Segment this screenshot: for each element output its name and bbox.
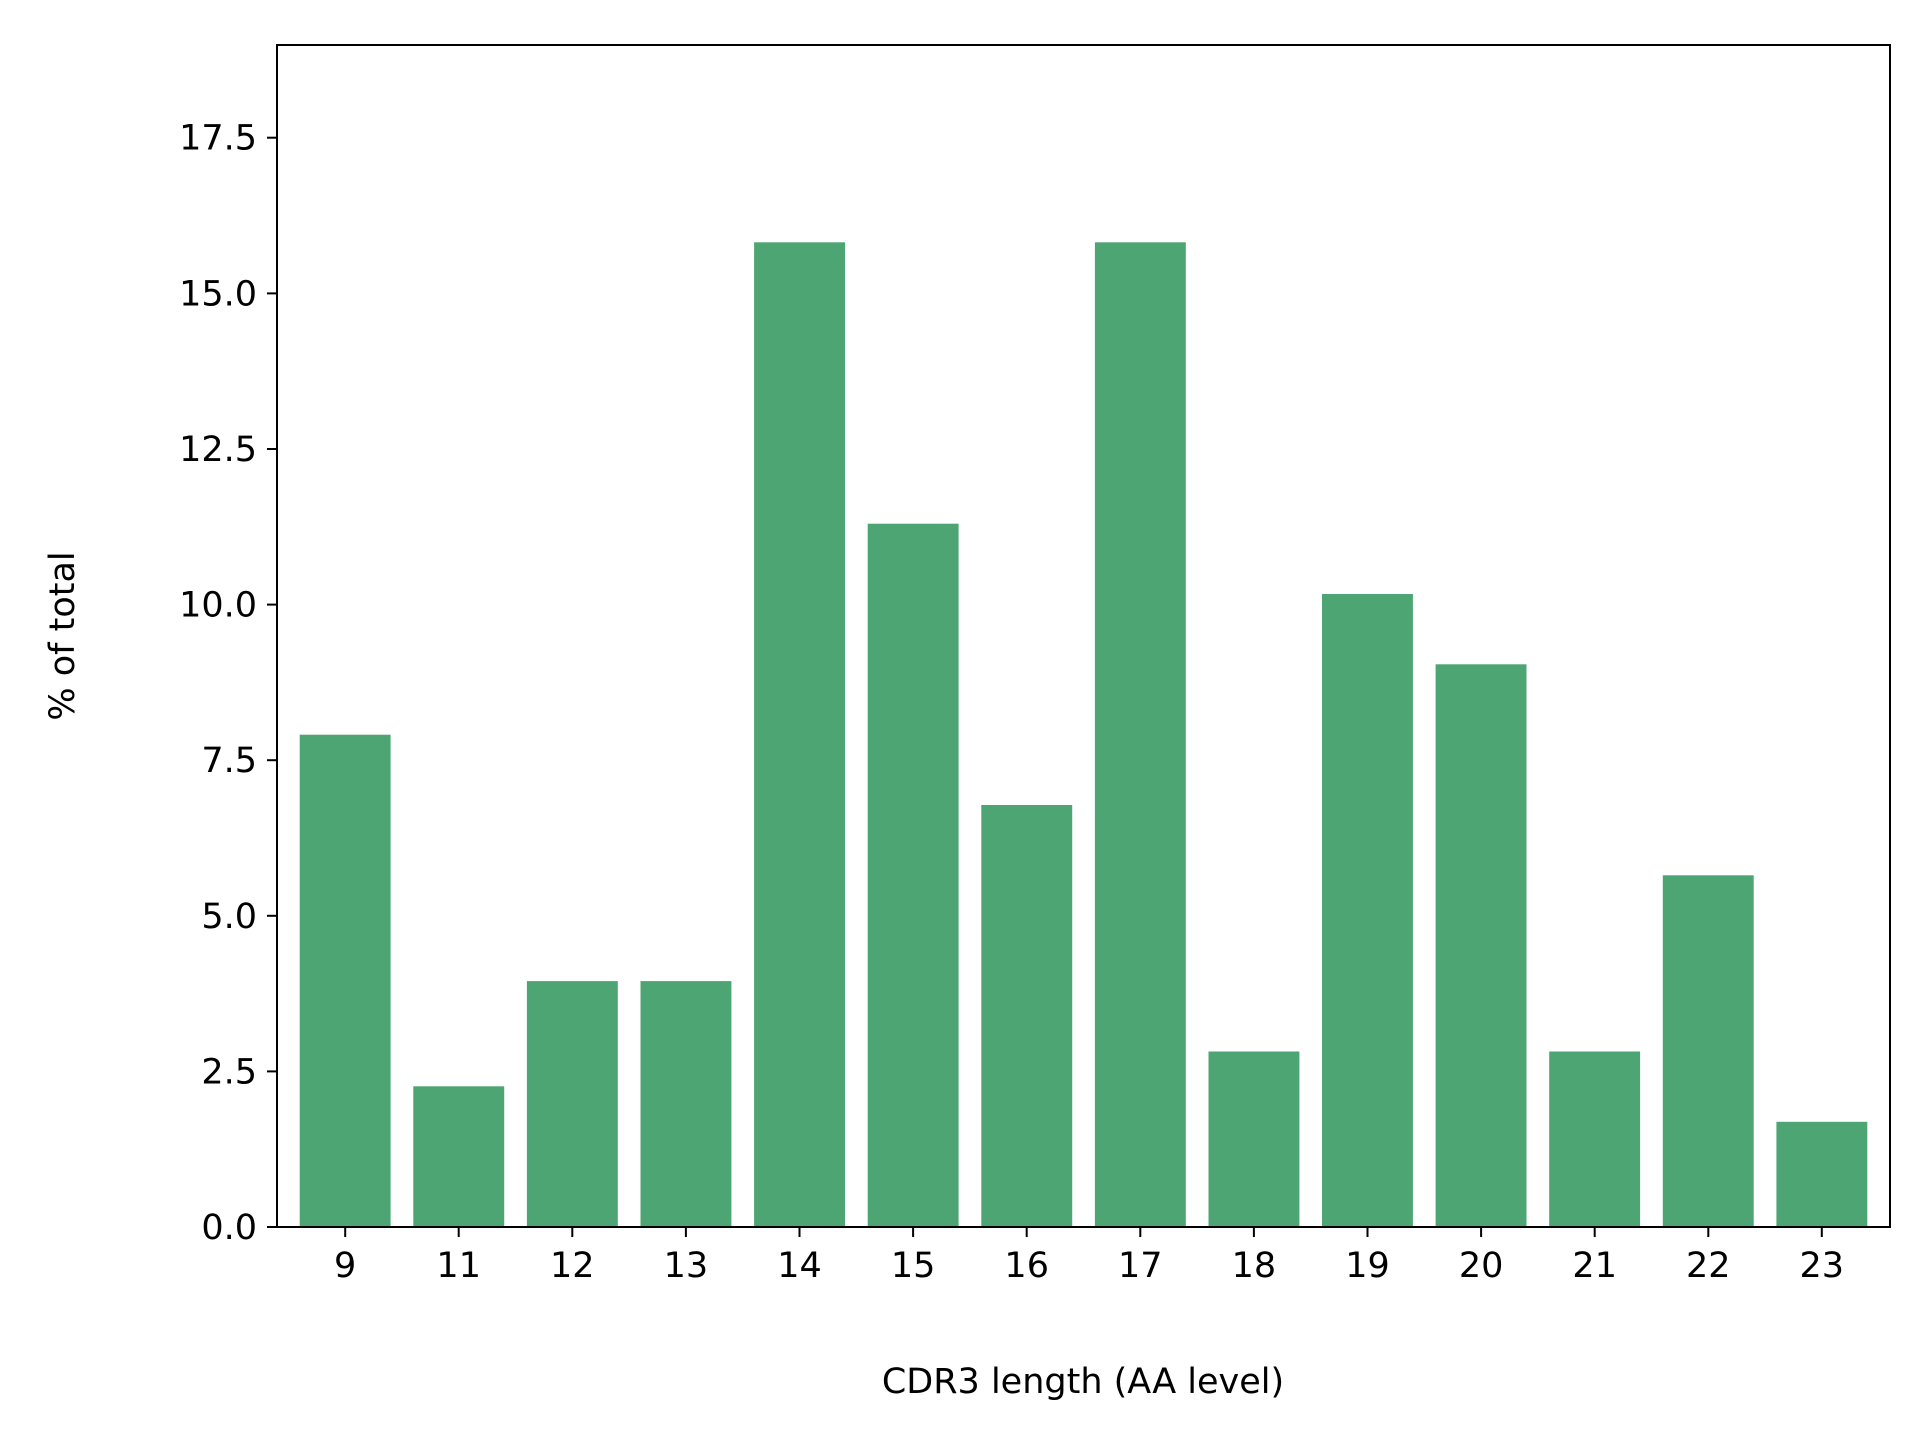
bar-16 <box>981 805 1073 1227</box>
x-tick-label-14: 14 <box>777 1246 822 1286</box>
x-tick-label-17: 17 <box>1118 1246 1163 1286</box>
bar-20 <box>1435 664 1527 1227</box>
bar-14 <box>754 242 845 1228</box>
y-axis: 0.0 2.5 5.0 7.5 10.0 12.5 15.0 17.5 <box>179 119 277 1248</box>
y-tick-label-1: 2.5 <box>201 1052 257 1092</box>
x-tick-label-23: 23 <box>1800 1246 1845 1286</box>
x-tick-label-13: 13 <box>664 1246 709 1286</box>
bar-9 <box>299 734 391 1227</box>
bar-12 <box>526 981 618 1227</box>
x-tick-label-11: 11 <box>436 1246 481 1286</box>
x-tick-label-16: 16 <box>1004 1246 1049 1286</box>
bar-11 <box>413 1086 505 1227</box>
x-tick-label-9: 9 <box>334 1246 356 1286</box>
x-tick-label-20: 20 <box>1459 1246 1504 1286</box>
y-axis-label: % of total <box>43 551 83 720</box>
bars-group <box>299 242 1868 1228</box>
y-tick-label-5: 12.5 <box>179 430 257 470</box>
y-tick-label-3: 7.5 <box>201 741 257 781</box>
bar-18 <box>1208 1051 1300 1227</box>
x-tick-label-18: 18 <box>1232 1246 1277 1286</box>
x-tick-label-19: 19 <box>1345 1246 1390 1286</box>
x-tick-label-12: 12 <box>550 1246 595 1286</box>
bar-23 <box>1776 1121 1868 1227</box>
x-tick-label-22: 22 <box>1686 1246 1731 1286</box>
x-axis-label: CDR3 length (AA level) <box>882 1362 1284 1402</box>
y-tick-label-6: 15.0 <box>179 274 257 314</box>
y-tick-label-4: 10.0 <box>179 586 257 626</box>
x-axis: 9 11 12 13 14 15 16 17 18 19 20 21 22 23 <box>334 1227 1844 1286</box>
bar-19 <box>1322 594 1413 1227</box>
bar-15 <box>867 523 959 1227</box>
bar-13 <box>640 981 732 1227</box>
x-tick-label-15: 15 <box>891 1246 936 1286</box>
y-tick-label-0: 0.0 <box>201 1208 257 1248</box>
x-tick-label-21: 21 <box>1572 1246 1617 1286</box>
y-tick-label-7: 17.5 <box>179 119 257 159</box>
bar-17 <box>1094 242 1186 1228</box>
plot-frame <box>276 44 1891 1228</box>
bar-22 <box>1662 875 1754 1227</box>
bar-21 <box>1549 1051 1641 1227</box>
y-tick-label-2: 5.0 <box>201 897 257 937</box>
